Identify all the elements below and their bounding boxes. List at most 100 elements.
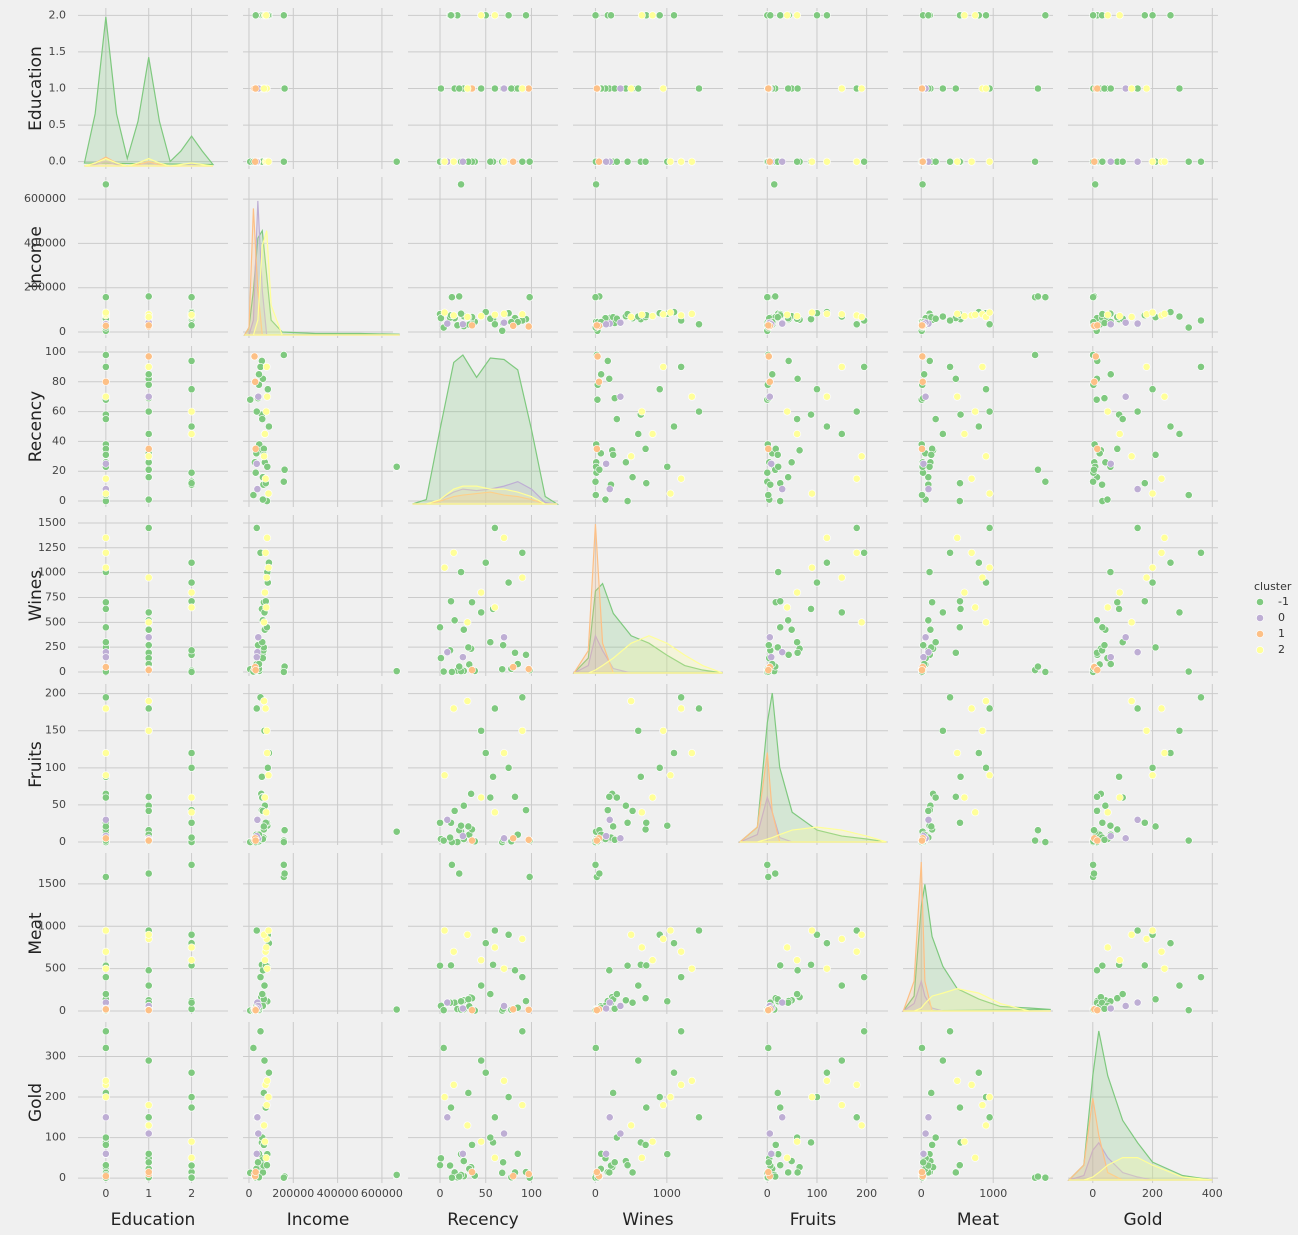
scatter-point: [770, 180, 779, 189]
scatter-point: [518, 935, 527, 943]
scatter-point: [258, 495, 267, 504]
scatter-point: [458, 320, 467, 329]
scatter-point: [463, 930, 472, 939]
scatter-point: [1197, 548, 1205, 557]
scatter-point: [1121, 318, 1130, 327]
scatter-point: [144, 380, 153, 389]
scatter-point: [1089, 293, 1097, 302]
scatter-point: [956, 772, 965, 781]
scatter-point: [509, 663, 518, 671]
scatter-point: [254, 1129, 263, 1138]
scatter-point: [1160, 964, 1169, 973]
scatter-point: [1133, 926, 1142, 935]
scatter-point: [261, 474, 270, 483]
scatter-point: [931, 793, 940, 802]
scatter-point: [918, 491, 926, 499]
scatter-point: [518, 1101, 527, 1110]
scatter-point: [605, 998, 614, 1007]
scatter-point: [931, 638, 940, 647]
scatter-point: [603, 357, 612, 365]
scatter-point: [101, 1005, 110, 1014]
scatter-point: [616, 392, 625, 401]
scatter-point: [1133, 524, 1142, 532]
scatter-point: [918, 836, 926, 845]
scatter-point: [1093, 806, 1101, 815]
scatter-point: [602, 320, 611, 329]
scatter-point: [663, 997, 672, 1006]
scatter-point: [971, 310, 980, 319]
scatter-point: [1093, 966, 1101, 975]
scatter-point: [1093, 84, 1102, 93]
scatter-point: [468, 1006, 476, 1015]
scatter-point: [612, 415, 621, 423]
y-tick-label: 0: [59, 1004, 66, 1017]
scatter-point: [187, 1161, 196, 1170]
scatter-point: [852, 1113, 861, 1122]
scatter-point: [1093, 444, 1102, 453]
scatter-point: [258, 415, 267, 423]
scatter-point: [1142, 84, 1151, 93]
scatter-point: [793, 638, 802, 647]
scatter-point: [437, 1154, 445, 1163]
scatter-point: [144, 1113, 153, 1122]
scatter-point: [447, 1103, 455, 1112]
scatter-point: [695, 84, 703, 93]
scatter-point: [443, 319, 452, 328]
scatter-point: [260, 1121, 268, 1130]
scatter-point: [249, 491, 258, 499]
scatter-point: [642, 1103, 651, 1112]
scatter-point: [101, 771, 110, 780]
scatter-point: [605, 485, 614, 494]
y-axis-label: Gold: [26, 1083, 46, 1122]
scatter-point: [490, 926, 499, 935]
scatter-point: [787, 625, 796, 634]
scatter-point: [101, 623, 110, 632]
scatter-point: [447, 11, 455, 20]
scatter-point: [463, 84, 472, 93]
scatter-point: [768, 370, 777, 379]
scatter-point: [637, 407, 646, 416]
scatter-point: [518, 973, 527, 982]
scatter-point: [101, 351, 110, 359]
scatter-point: [823, 392, 831, 401]
scatter-point: [187, 578, 196, 587]
scatter-point: [637, 11, 646, 20]
scatter-point: [1121, 1002, 1130, 1010]
scatter-point: [776, 597, 785, 606]
scatter-point: [919, 1158, 928, 1167]
scatter-point: [764, 491, 773, 499]
scatter-point: [1121, 834, 1130, 843]
scatter-point: [1093, 1006, 1102, 1015]
scatter-point: [187, 930, 196, 939]
scatter-point: [609, 1089, 618, 1097]
scatter-point: [793, 648, 802, 657]
x-tick-label: 1000: [653, 1187, 681, 1200]
scatter-point: [1103, 808, 1112, 817]
scatter-point: [1103, 11, 1112, 20]
scatter-point: [101, 180, 110, 189]
scatter-point: [1041, 477, 1050, 486]
scatter-point: [463, 313, 472, 321]
scatter-point: [1175, 981, 1184, 990]
scatter-point: [1140, 597, 1149, 606]
scatter-point: [985, 407, 994, 416]
scatter-point: [258, 990, 267, 998]
scatter-point: [279, 1173, 288, 1182]
y-tick-label: 1000: [38, 566, 66, 579]
scatter-point: [764, 1168, 773, 1176]
scatter-point: [439, 836, 448, 845]
scatter-point: [628, 998, 637, 1007]
scatter-point: [468, 321, 476, 330]
scatter-point: [101, 1161, 110, 1170]
scatter-point: [807, 605, 815, 613]
scatter-point: [468, 1168, 476, 1176]
scatter-point: [1142, 935, 1151, 943]
y-axis-label: Income: [26, 226, 46, 289]
scatter-point: [486, 1133, 495, 1142]
scatter-point: [504, 763, 513, 772]
scatter-point: [603, 806, 612, 815]
scatter-point: [860, 1027, 869, 1036]
scatter-point: [504, 930, 513, 939]
scatter-point: [1090, 465, 1098, 474]
scatter-point: [504, 578, 513, 587]
